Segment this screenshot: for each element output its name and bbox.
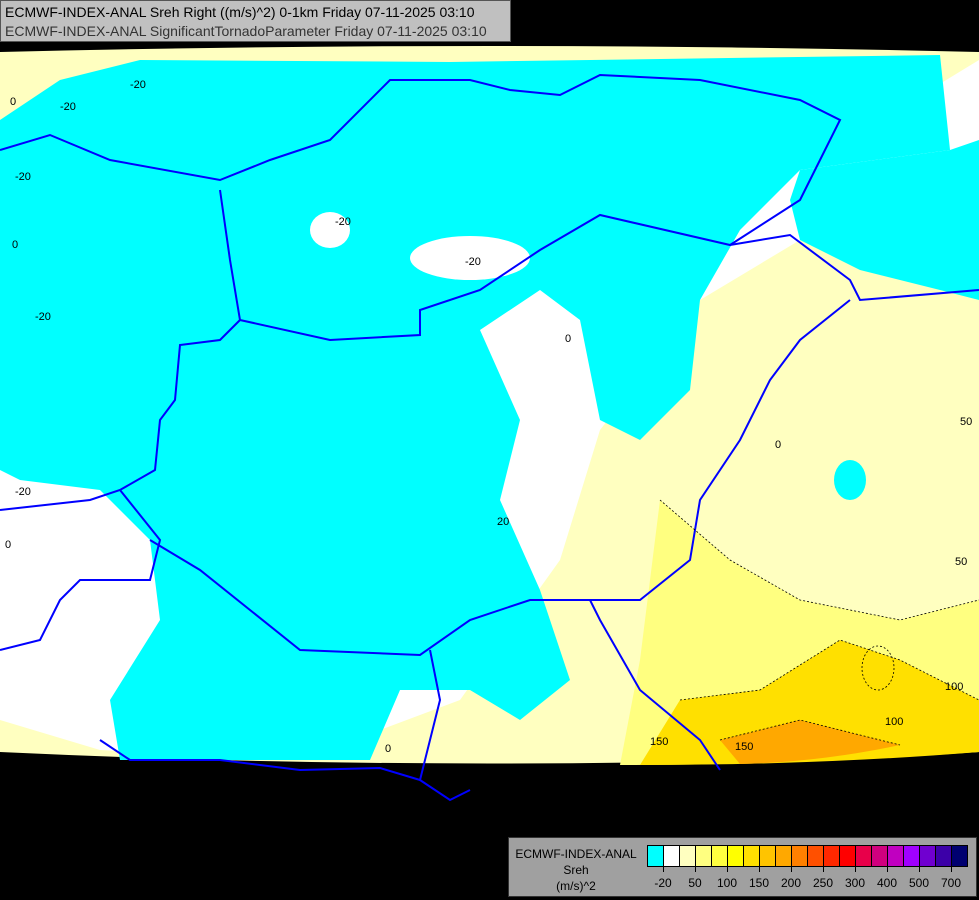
legend-label: ECMWF-INDEX-ANAL Sreh (m/s)^2 — [513, 846, 639, 894]
borders — [0, 73, 979, 802]
legend-swatch — [872, 846, 888, 866]
legend-tick-label: 50 — [688, 876, 702, 890]
svg-text:0: 0 — [775, 439, 781, 451]
svg-text:0: 0 — [12, 239, 18, 251]
legend-ticks: -20 50 100 150 200 250 300 400 500 700 — [647, 866, 967, 896]
legend-tick-label: 200 — [780, 876, 802, 890]
legend-variable: Sreh — [563, 863, 589, 877]
legend-tick-label: 400 — [876, 876, 898, 890]
legend-swatch — [776, 846, 792, 866]
legend-tick-mark — [695, 866, 696, 872]
legend-swatch — [744, 846, 760, 866]
svg-text:100: 100 — [945, 681, 963, 693]
legend-tick-mark — [791, 866, 792, 872]
legend-tick-label: 150 — [748, 876, 770, 890]
legend-swatch — [840, 846, 856, 866]
svg-text:0: 0 — [385, 743, 391, 755]
title-line-1: ECMWF-INDEX-ANAL Sreh Right ((m/s)^2) 0-… — [5, 4, 475, 20]
legend-swatch — [712, 846, 728, 866]
legend-swatch — [696, 846, 712, 866]
legend-swatch — [920, 846, 936, 866]
legend-swatch — [808, 846, 824, 866]
legend-swatch — [680, 846, 696, 866]
title-line-2: ECMWF-INDEX-ANAL SignificantTornadoParam… — [5, 23, 487, 39]
contour-lines — [659, 499, 979, 746]
svg-text:0: 0 — [565, 333, 571, 345]
legend-tick-mark — [759, 866, 760, 872]
title-box: ECMWF-INDEX-ANAL Sreh Right ((m/s)^2) 0-… — [0, 0, 511, 42]
svg-text:100: 100 — [885, 716, 903, 728]
legend-tick-label: 300 — [844, 876, 866, 890]
svg-text:-20: -20 — [15, 486, 31, 498]
legend-tick-mark — [919, 866, 920, 872]
white-hole-2 — [410, 236, 530, 280]
legend-swatch — [648, 846, 664, 866]
legend-swatch — [728, 846, 744, 866]
svg-text:50: 50 — [960, 416, 972, 428]
svg-text:-20: -20 — [15, 171, 31, 183]
svg-text:150: 150 — [650, 736, 668, 748]
negative-sreh-east — [790, 140, 979, 300]
legend-tick-label: 700 — [940, 876, 962, 890]
yellow-zone-2 — [640, 640, 979, 765]
legend-tick-mark — [951, 866, 952, 872]
orange-zone — [720, 720, 900, 764]
legend-swatch — [952, 846, 967, 866]
svg-text:150: 150 — [735, 741, 753, 753]
legend-tick-mark — [887, 866, 888, 872]
legend-swatch — [760, 846, 776, 866]
svg-text:50: 50 — [955, 556, 967, 568]
legend-swatch — [936, 846, 952, 866]
legend-unit: (m/s)^2 — [556, 879, 596, 893]
svg-text:-20: -20 — [335, 216, 351, 228]
legend-tick-label: -20 — [654, 876, 672, 890]
legend-swatch — [824, 846, 840, 866]
color-legend: ECMWF-INDEX-ANAL Sreh (m/s)^2 -20 50 100 15… — [508, 837, 977, 897]
legend-tick-mark — [663, 866, 664, 872]
legend-tick-label: 100 — [716, 876, 738, 890]
legend-tick-mark — [727, 866, 728, 872]
legend-swatch — [664, 846, 680, 866]
legend-tick-mark — [855, 866, 856, 872]
svg-text:-20: -20 — [35, 311, 51, 323]
legend-swatch — [888, 846, 904, 866]
legend-tick-label: 500 — [908, 876, 930, 890]
svg-text:20: 20 — [497, 516, 509, 528]
legend-swatch — [792, 846, 808, 866]
legend-model: ECMWF-INDEX-ANAL — [515, 847, 637, 861]
svg-text:-20: -20 — [60, 101, 76, 113]
svg-text:0: 0 — [10, 96, 16, 108]
svg-text:-20: -20 — [465, 256, 481, 268]
white-hole-1 — [310, 212, 350, 248]
contour-labels: -20 -20 -20 -20 -20 -20 -20 0 0 0 0 0 0 … — [5, 79, 972, 755]
legend-tick-label: 250 — [812, 876, 834, 890]
negative-sreh-area — [0, 55, 950, 760]
cyan-hole-1 — [834, 460, 866, 500]
svg-text:0: 0 — [5, 539, 11, 551]
svg-text:-20: -20 — [130, 79, 146, 91]
legend-tick-mark — [823, 866, 824, 872]
legend-swatch — [904, 846, 920, 866]
legend-swatch — [856, 846, 872, 866]
legend-color-bar — [647, 845, 968, 867]
